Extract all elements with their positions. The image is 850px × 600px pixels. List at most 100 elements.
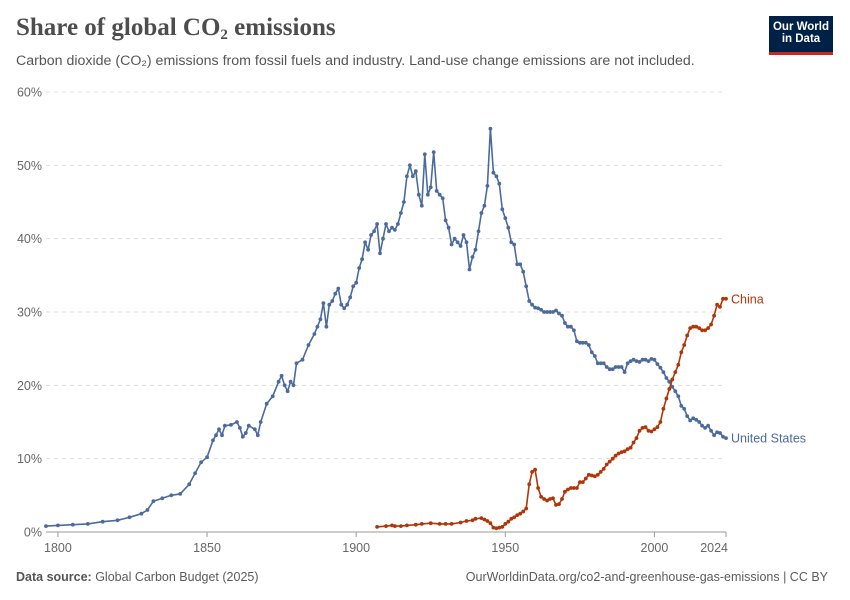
data-point[interactable] [437, 192, 442, 197]
data-point[interactable] [211, 438, 215, 443]
data-point[interactable] [44, 524, 48, 528]
data-point[interactable] [100, 519, 105, 524]
data-point[interactable] [243, 431, 248, 435]
data-point[interactable] [413, 522, 418, 527]
data-point[interactable] [327, 302, 332, 307]
data-point[interactable] [604, 462, 609, 467]
data-point[interactable] [706, 326, 710, 330]
data-point[interactable] [721, 434, 725, 439]
data-point[interactable] [434, 189, 439, 193]
data-point[interactable] [670, 377, 675, 382]
data-point[interactable] [482, 517, 487, 522]
data-point[interactable] [449, 522, 454, 526]
data-point[interactable] [318, 317, 323, 322]
data-point[interactable] [488, 521, 493, 526]
data-point[interactable] [521, 509, 526, 514]
data-point[interactable] [214, 433, 218, 438]
owid-logo[interactable]: Our World in Data [769, 16, 833, 55]
data-point[interactable] [384, 524, 388, 528]
data-point[interactable] [527, 482, 532, 487]
data-point[interactable] [458, 244, 463, 248]
data-point[interactable] [566, 487, 570, 492]
data-point[interactable] [688, 326, 693, 330]
data-point[interactable] [193, 471, 198, 476]
data-point[interactable] [160, 496, 165, 501]
data-point[interactable] [616, 365, 621, 369]
data-point[interactable] [592, 474, 597, 479]
data-point[interactable] [560, 497, 564, 501]
data-point[interactable] [583, 476, 588, 481]
data-point[interactable] [264, 401, 269, 406]
data-point[interactable] [569, 486, 573, 490]
data-point[interactable] [712, 313, 716, 318]
series-united-states[interactable] [44, 126, 728, 528]
data-point[interactable] [575, 339, 579, 344]
data-point[interactable] [652, 357, 657, 362]
data-point[interactable] [145, 508, 150, 512]
data-point[interactable] [336, 286, 341, 291]
data-point[interactable] [679, 404, 684, 408]
data-point[interactable] [557, 502, 561, 506]
data-point[interactable] [607, 367, 612, 372]
data-point[interactable] [381, 236, 385, 241]
data-point[interactable] [610, 367, 615, 372]
data-point[interactable] [622, 370, 627, 374]
data-point[interactable] [285, 389, 290, 394]
data-point[interactable] [616, 451, 621, 456]
source-url[interactable]: OurWorldinData.org/co2-and-greenhouse-ga… [465, 570, 828, 584]
data-point[interactable] [709, 428, 713, 433]
data-point[interactable] [479, 211, 484, 215]
data-point[interactable] [410, 174, 415, 179]
data-point[interactable] [399, 211, 403, 215]
data-point[interactable] [533, 467, 537, 472]
data-point[interactable] [592, 354, 597, 358]
data-point[interactable] [595, 361, 600, 366]
data-point[interactable] [470, 518, 475, 523]
series-line[interactable] [377, 298, 726, 530]
data-point[interactable] [628, 445, 633, 450]
data-point[interactable] [530, 470, 534, 474]
data-point[interactable] [548, 310, 552, 314]
data-point[interactable] [345, 302, 350, 307]
data-point[interactable] [631, 440, 636, 445]
data-point[interactable] [479, 516, 484, 520]
data-point[interactable] [467, 267, 472, 272]
data-point[interactable] [625, 447, 630, 451]
data-point[interactable] [306, 343, 311, 347]
data-point[interactable] [595, 472, 600, 477]
data-point[interactable] [658, 420, 663, 424]
data-point[interactable] [682, 406, 687, 411]
data-point[interactable] [607, 459, 612, 464]
data-point[interactable] [139, 511, 144, 516]
data-point[interactable] [578, 340, 582, 345]
data-point[interactable] [491, 525, 496, 530]
data-point[interactable] [515, 513, 520, 517]
data-point[interactable] [503, 522, 508, 526]
data-point[interactable] [586, 343, 591, 347]
data-point[interactable] [252, 427, 257, 432]
data-point[interactable] [572, 486, 576, 490]
data-point[interactable] [485, 519, 490, 523]
data-point[interactable] [512, 515, 517, 520]
data-point[interactable] [238, 426, 242, 430]
data-point[interactable] [518, 262, 523, 267]
data-point[interactable] [557, 311, 561, 316]
data-point[interactable] [539, 307, 543, 312]
data-point[interactable] [333, 291, 338, 296]
data-point[interactable] [661, 370, 666, 374]
data-point[interactable] [324, 324, 329, 329]
data-point[interactable] [315, 324, 320, 329]
data-point[interactable] [396, 222, 400, 226]
data-point[interactable] [270, 394, 275, 399]
data-point[interactable] [655, 425, 660, 429]
data-point[interactable] [658, 365, 663, 370]
data-point[interactable] [551, 496, 555, 501]
data-point[interactable] [548, 497, 552, 501]
data-point[interactable] [351, 284, 356, 289]
data-point[interactable] [512, 242, 517, 247]
data-point[interactable] [255, 433, 260, 438]
data-point[interactable] [449, 242, 454, 247]
data-point[interactable] [169, 493, 174, 498]
data-point[interactable] [288, 379, 293, 384]
data-point[interactable] [348, 295, 353, 300]
